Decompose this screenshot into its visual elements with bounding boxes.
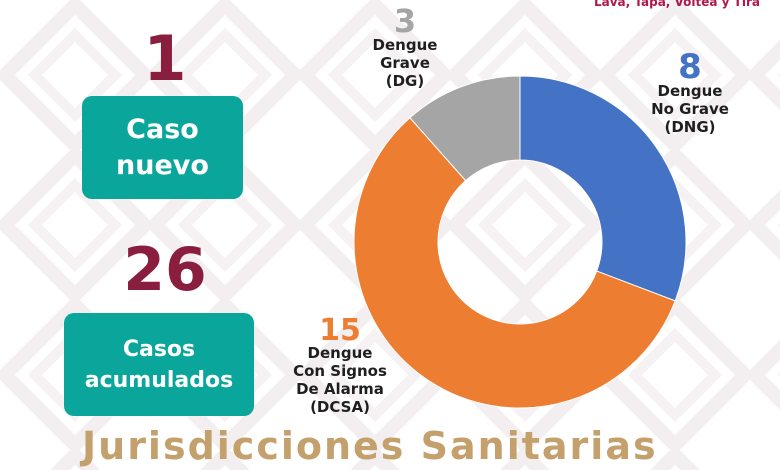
- total-cases-number: 26: [123, 235, 207, 305]
- footer-title: Jurisdicciones Sanitarias: [82, 424, 658, 468]
- slice-value-label: 8: [678, 47, 702, 87]
- total-cases-badge: Casos acumulados: [64, 313, 254, 416]
- new-cases-number: 1: [143, 22, 187, 95]
- slice-category-label: (DNG): [664, 118, 715, 136]
- donut-slice: [409, 75, 521, 182]
- donut-slice: [519, 75, 687, 302]
- slice-category-label: Dengue: [373, 36, 438, 54]
- new-cases-label-line2: nuevo: [116, 149, 209, 181]
- slice-category-label: No Grave: [651, 100, 729, 118]
- slogan-text: Lava, Tapa, Voltea y Tira: [593, 0, 760, 9]
- slice-category-label: Dengue: [658, 82, 723, 100]
- total-cases-label-line2: acumulados: [84, 367, 234, 393]
- slice-category-label: (DCSA): [310, 398, 370, 416]
- new-cases-badge: Caso nuevo: [82, 96, 243, 199]
- slice-category-label: Con Signos: [293, 362, 387, 380]
- slice-value-label: 3: [394, 2, 416, 40]
- total-cases-label-line1: Casos: [122, 336, 196, 362]
- donut-slice: [353, 117, 676, 409]
- slice-category-label: Grave: [380, 54, 430, 72]
- slice-category-label: De Alarma: [296, 380, 384, 398]
- new-cases-label-line1: Caso: [126, 113, 199, 145]
- slice-category-label: (DG): [386, 72, 424, 90]
- slice-category-label: Dengue: [308, 344, 373, 362]
- slice-value-label: 15: [319, 313, 361, 348]
